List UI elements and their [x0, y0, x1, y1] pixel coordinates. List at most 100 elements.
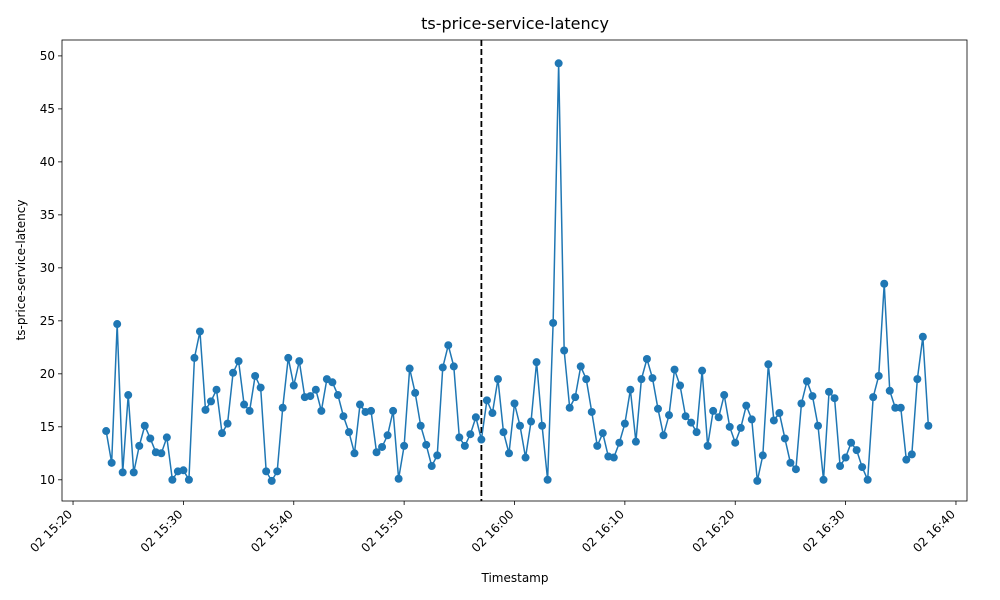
- data-point: [427, 462, 436, 471]
- data-point: [576, 362, 585, 371]
- data-point: [267, 476, 276, 485]
- data-point: [400, 441, 409, 450]
- data-point: [372, 448, 381, 457]
- data-point: [449, 362, 458, 371]
- data-point: [355, 400, 364, 409]
- data-point: [223, 419, 232, 428]
- data-point: [278, 403, 287, 412]
- data-point: [218, 429, 227, 438]
- data-point: [797, 399, 806, 408]
- data-point: [758, 451, 767, 460]
- data-point: [593, 441, 602, 450]
- chart-title: ts-price-service-latency: [421, 14, 609, 33]
- data-point: [780, 434, 789, 443]
- data-point: [582, 375, 591, 384]
- data-point: [245, 406, 254, 415]
- data-point: [212, 385, 221, 394]
- data-point: [858, 463, 867, 472]
- data-point: [764, 360, 773, 369]
- data-point: [913, 375, 922, 384]
- data-point: [311, 385, 320, 394]
- data-point: [333, 391, 342, 400]
- data-point: [819, 475, 828, 484]
- data-point: [874, 371, 883, 380]
- data-point: [262, 467, 271, 476]
- data-point: [389, 406, 398, 415]
- data-point: [504, 449, 513, 458]
- data-point: [869, 393, 878, 402]
- data-point: [284, 353, 293, 362]
- data-point: [549, 318, 558, 327]
- data-point: [140, 421, 149, 430]
- data-point: [367, 406, 376, 415]
- data-point: [825, 387, 834, 396]
- data-point: [317, 406, 326, 415]
- data-point: [256, 383, 265, 392]
- data-point: [350, 449, 359, 458]
- data-point: [328, 378, 337, 387]
- data-point: [714, 413, 723, 422]
- data-point: [747, 415, 756, 424]
- data-point: [598, 429, 607, 438]
- data-point: [631, 437, 640, 446]
- data-point: [168, 475, 177, 484]
- data-point: [560, 346, 569, 355]
- data-point: [129, 468, 138, 477]
- data-point: [620, 419, 629, 428]
- data-point: [637, 375, 646, 384]
- data-point: [527, 417, 536, 426]
- data-point: [698, 366, 707, 375]
- data-point: [251, 371, 260, 380]
- data-point: [411, 388, 420, 397]
- data-point: [852, 446, 861, 455]
- data-point: [896, 403, 905, 412]
- data-point: [731, 438, 740, 447]
- data-point: [626, 385, 635, 394]
- data-point: [488, 409, 497, 418]
- data-point: [676, 381, 685, 390]
- data-point: [107, 458, 116, 467]
- data-point: [493, 375, 502, 384]
- data-point: [405, 364, 414, 373]
- data-point: [195, 327, 204, 336]
- data-point: [538, 421, 547, 430]
- data-point: [543, 475, 552, 484]
- data-point: [918, 332, 927, 341]
- data-point: [692, 428, 701, 437]
- data-point: [206, 397, 215, 406]
- data-point: [102, 427, 111, 436]
- data-point: [113, 320, 122, 329]
- data-point: [289, 381, 298, 390]
- data-point: [648, 374, 657, 383]
- data-point: [229, 368, 238, 377]
- data-point: [670, 365, 679, 374]
- data-point: [863, 475, 872, 484]
- data-point: [659, 431, 668, 440]
- data-point: [769, 416, 778, 425]
- data-point: [924, 421, 933, 430]
- data-point: [344, 428, 353, 437]
- data-point: [753, 476, 762, 485]
- data-point: [521, 453, 530, 462]
- data-point: [736, 423, 745, 432]
- data-point: [802, 377, 811, 386]
- data-point: [190, 353, 199, 362]
- y-tick-label: 20: [40, 367, 55, 381]
- data-point: [554, 59, 563, 68]
- data-point: [460, 441, 469, 450]
- data-point: [438, 363, 447, 372]
- data-point: [499, 428, 508, 437]
- data-point: [681, 412, 690, 421]
- data-point: [847, 438, 856, 447]
- data-point: [416, 421, 425, 430]
- y-tick-label: 30: [40, 261, 55, 275]
- data-point: [571, 393, 580, 402]
- data-point: [455, 433, 464, 442]
- data-point: [836, 462, 845, 471]
- data-point: [775, 409, 784, 418]
- data-point: [720, 391, 729, 400]
- data-point: [422, 440, 431, 449]
- data-point: [477, 435, 486, 444]
- data-point: [162, 433, 171, 442]
